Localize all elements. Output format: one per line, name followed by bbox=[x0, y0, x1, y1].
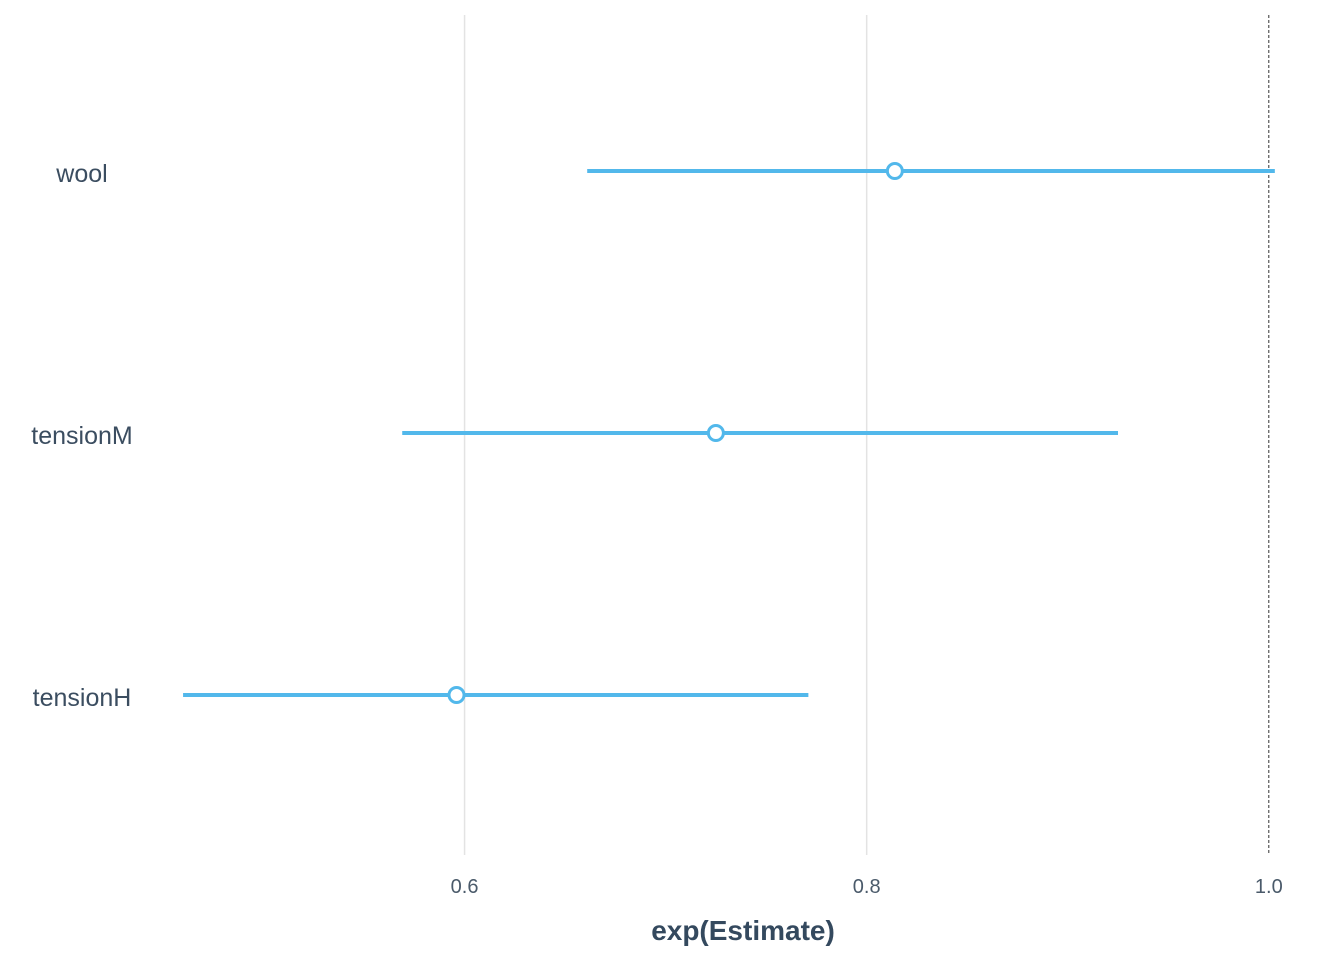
x-tick-label: 1.0 bbox=[1255, 876, 1283, 898]
x-tick-labels: 0.6 0.8 1.0 bbox=[451, 876, 1283, 898]
estimate-point-wool bbox=[885, 162, 904, 180]
term-label-wool: wool bbox=[55, 160, 107, 188]
estimate-point-tensionH bbox=[447, 686, 466, 704]
estimate-point-tensionM bbox=[706, 424, 725, 442]
series-layer bbox=[183, 162, 1275, 704]
term-label-tensionM: tensionM bbox=[31, 422, 132, 450]
term-label-tensionH: tensionH bbox=[33, 684, 132, 712]
term-labels: wool tensionM tensionH bbox=[31, 160, 132, 712]
x-axis-title: exp(Estimate) bbox=[651, 915, 835, 946]
x-tick-label: 0.8 bbox=[853, 876, 881, 898]
x-tick-label: 0.6 bbox=[451, 876, 479, 898]
